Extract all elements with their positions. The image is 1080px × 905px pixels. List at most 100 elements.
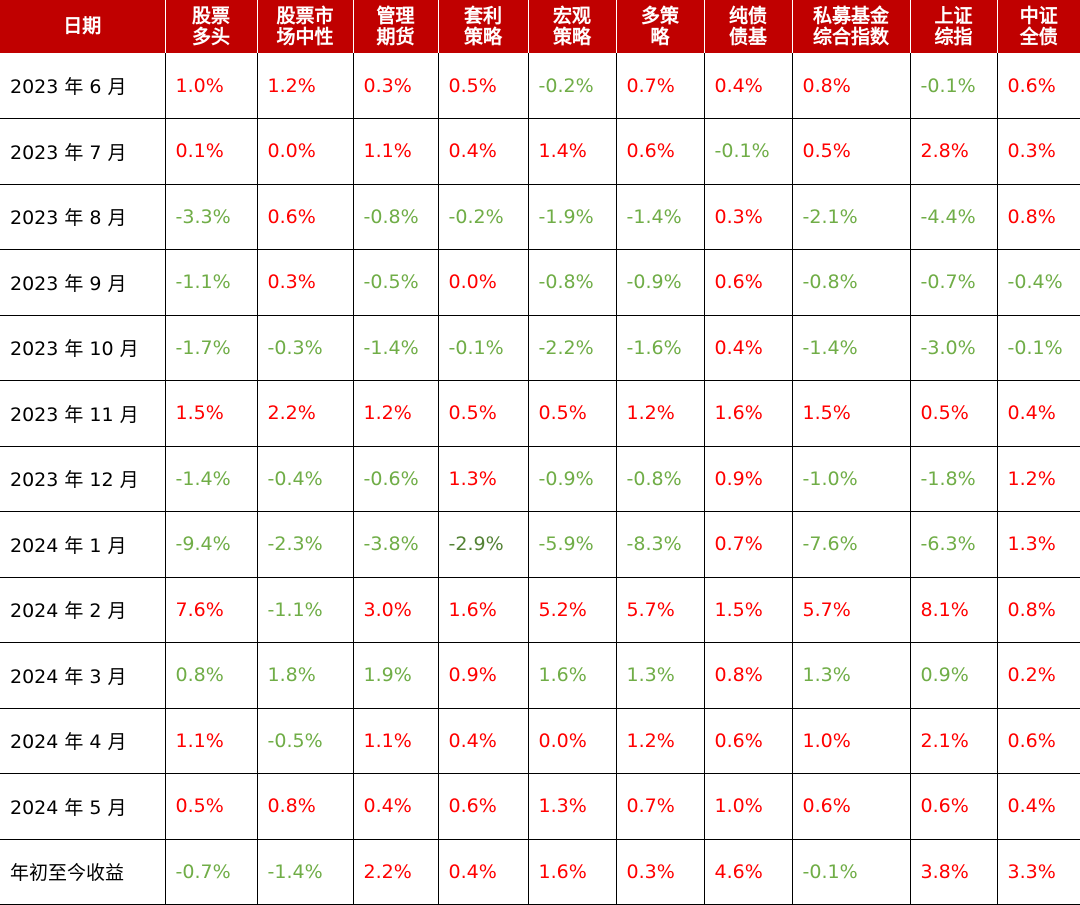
date-cell: 2023 年 9 月 bbox=[0, 249, 166, 316]
value-cell: -2.2% bbox=[528, 315, 617, 381]
value-cell: 0.4% bbox=[438, 118, 529, 185]
value-cell: 0.3% bbox=[353, 53, 439, 119]
value-cell: 1.0% bbox=[165, 53, 258, 119]
value-cell: -0.6% bbox=[353, 446, 439, 512]
column-header: 上证 综指 bbox=[910, 0, 998, 53]
value-cell: 4.6% bbox=[704, 839, 793, 905]
value-cell: -0.1% bbox=[438, 315, 529, 381]
value-cell: 0.6% bbox=[792, 773, 911, 840]
value-cell: 0.2% bbox=[997, 642, 1080, 709]
column-header: 管理 期货 bbox=[353, 0, 439, 53]
value-cell: 1.8% bbox=[257, 642, 354, 709]
value-cell: 1.9% bbox=[353, 642, 439, 709]
value-cell: -0.1% bbox=[792, 839, 911, 905]
value-cell: 1.3% bbox=[528, 773, 617, 840]
value-cell: -6.3% bbox=[910, 511, 998, 578]
date-cell: 2023 年 12 月 bbox=[0, 446, 166, 512]
table-row: 2024 年 3 月 0.8% 1.8% 1.9% 0.9% 1.6% 1.3% 0.8% 1.… bbox=[0, 642, 1080, 709]
value-cell: -0.4% bbox=[997, 249, 1080, 316]
value-cell: -1.4% bbox=[616, 184, 705, 250]
value-cell: 0.5% bbox=[165, 773, 258, 840]
value-cell: 0.5% bbox=[438, 380, 529, 447]
table-row: 2023 年 12 月 -1.4% -0.4% -0.6% 1.3% -0.9% -0.8%… bbox=[0, 446, 1080, 512]
value-cell: 1.3% bbox=[997, 511, 1080, 578]
date-cell: 2024 年 1 月 bbox=[0, 511, 166, 578]
value-cell: -0.7% bbox=[165, 839, 258, 905]
value-cell: 1.6% bbox=[704, 380, 793, 447]
value-cell: 0.3% bbox=[704, 184, 793, 250]
value-cell: -2.3% bbox=[257, 511, 354, 578]
value-cell: 3.8% bbox=[910, 839, 998, 905]
column-header: 多策 略 bbox=[616, 0, 705, 53]
value-cell: 1.2% bbox=[257, 53, 354, 119]
value-cell: -1.0% bbox=[792, 446, 911, 512]
value-cell: 1.2% bbox=[616, 708, 705, 774]
value-cell: -0.4% bbox=[257, 446, 354, 512]
value-cell: -1.1% bbox=[165, 249, 258, 316]
value-cell: 1.4% bbox=[528, 118, 617, 185]
table-row: 2024 年 1 月 -9.4% -2.3% -3.8% -2.9% -5.9% -8.3%… bbox=[0, 511, 1080, 578]
value-cell: 0.0% bbox=[438, 249, 529, 316]
value-cell: -1.6% bbox=[616, 315, 705, 381]
value-cell: 7.6% bbox=[165, 577, 258, 643]
table-row: 2023 年 11 月 1.5% 2.2% 1.2% 0.5% 0.5% 1.2% 1.6% 1… bbox=[0, 380, 1080, 447]
value-cell: -0.9% bbox=[616, 249, 705, 316]
date-cell: 2023 年 10 月 bbox=[0, 315, 166, 381]
value-cell: -0.3% bbox=[257, 315, 354, 381]
date-cell: 2023 年 6 月 bbox=[0, 53, 166, 119]
value-cell: 0.3% bbox=[257, 249, 354, 316]
value-cell: 1.1% bbox=[353, 118, 439, 185]
value-cell: -3.0% bbox=[910, 315, 998, 381]
value-cell: 0.8% bbox=[792, 53, 911, 119]
date-cell: 2023 年 7 月 bbox=[0, 118, 166, 185]
value-cell: 0.5% bbox=[528, 380, 617, 447]
value-cell: 0.7% bbox=[616, 773, 705, 840]
date-cell: 2024 年 5 月 bbox=[0, 773, 166, 840]
column-header: 纯债 债基 bbox=[704, 0, 793, 53]
value-cell: 0.6% bbox=[704, 249, 793, 316]
value-cell: 1.3% bbox=[438, 446, 529, 512]
date-cell: 2024 年 4 月 bbox=[0, 708, 166, 774]
value-cell: 0.6% bbox=[704, 708, 793, 774]
value-cell: 0.6% bbox=[616, 118, 705, 185]
value-cell: -2.1% bbox=[792, 184, 911, 250]
value-cell: -1.4% bbox=[792, 315, 911, 381]
value-cell: 0.4% bbox=[353, 773, 439, 840]
value-cell: 0.8% bbox=[165, 642, 258, 709]
value-cell: 3.0% bbox=[353, 577, 439, 643]
value-cell: 1.2% bbox=[353, 380, 439, 447]
value-cell: 1.5% bbox=[792, 380, 911, 447]
table-row: 2024 年 4 月 1.1% -0.5% 1.1% 0.4% 0.0% 1.2% 0.6% 1… bbox=[0, 708, 1080, 774]
header-row: 日期 股票 多头 股票市 场中性 管理 期货 套利 策略 宏观 策略 多策 略纯债 债基 私募… bbox=[0, 0, 1080, 53]
value-cell: -1.9% bbox=[528, 184, 617, 250]
value-cell: 1.6% bbox=[438, 577, 529, 643]
value-cell: 0.6% bbox=[910, 773, 998, 840]
value-cell: 1.5% bbox=[165, 380, 258, 447]
value-cell: 0.5% bbox=[910, 380, 998, 447]
column-header: 中证 全债 bbox=[997, 0, 1080, 53]
value-cell: 0.8% bbox=[997, 184, 1080, 250]
value-cell: -0.8% bbox=[616, 446, 705, 512]
value-cell: 0.9% bbox=[704, 446, 793, 512]
column-header: 私募基金 综合指数 bbox=[792, 0, 911, 53]
table-row: 2023 年 9 月 -1.1% 0.3% -0.5% 0.0% -0.8% -0.9% 0.… bbox=[0, 249, 1080, 316]
value-cell: 0.4% bbox=[704, 53, 793, 119]
date-cell: 年初至今收益 bbox=[0, 839, 166, 905]
value-cell: 0.7% bbox=[704, 511, 793, 578]
value-cell: -0.8% bbox=[528, 249, 617, 316]
column-header-date: 日期 bbox=[0, 0, 166, 53]
table-row: 2023 年 10 月 -1.7% -0.3% -1.4% -0.1% -2.2% -1.6… bbox=[0, 315, 1080, 381]
value-cell: 0.0% bbox=[528, 708, 617, 774]
value-cell: 1.6% bbox=[528, 642, 617, 709]
table-body: 2023 年 6 月 1.0% 1.2% 0.3% 0.5% -0.2% 0.7% 0.4% 0… bbox=[0, 53, 1080, 905]
value-cell: 0.6% bbox=[438, 773, 529, 840]
value-cell: 1.6% bbox=[528, 839, 617, 905]
value-cell: 1.2% bbox=[997, 446, 1080, 512]
date-cell: 2023 年 11 月 bbox=[0, 380, 166, 447]
column-header: 宏观 策略 bbox=[528, 0, 617, 53]
value-cell: 1.1% bbox=[165, 708, 258, 774]
table-row: 2023 年 8 月 -3.3% 0.6% -0.8% -0.2% -1.9% -1.4% 0… bbox=[0, 184, 1080, 250]
date-cell: 2024 年 3 月 bbox=[0, 642, 166, 709]
value-cell: 0.9% bbox=[910, 642, 998, 709]
value-cell: 0.8% bbox=[257, 773, 354, 840]
